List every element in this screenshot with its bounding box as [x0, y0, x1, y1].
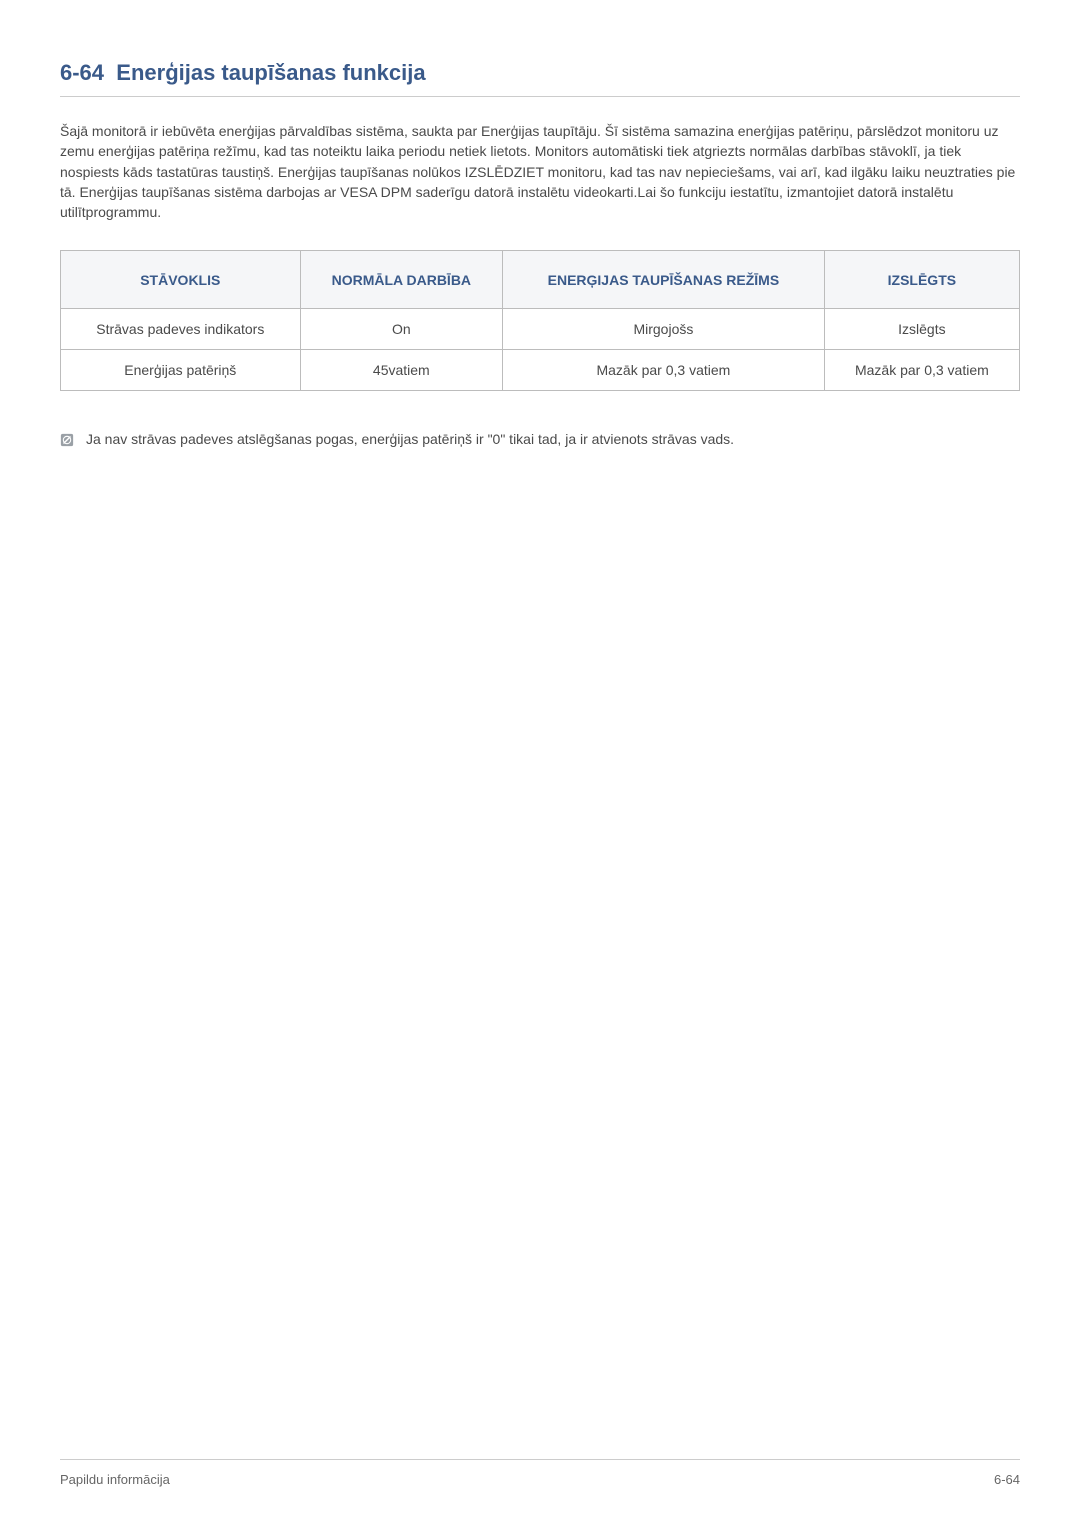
table-header-row: STĀVOKLIS NORMĀLA DARBĪBA ENERĢIJAS TAUP… [61, 251, 1020, 309]
intro-paragraph: Šajā monitorā ir iebūvēta enerģijas pārv… [60, 121, 1020, 222]
note-icon [60, 433, 74, 447]
table-header: NORMĀLA DARBĪBA [300, 251, 503, 309]
page-content: 6-64 Enerģijas taupīšanas funkcija Šajā … [0, 0, 1080, 447]
section-number: 6-64 [60, 60, 104, 85]
table-header: IZSLĒGTS [824, 251, 1019, 309]
footer-left: Papildu informācija [60, 1472, 170, 1487]
table-cell: 45vatiem [300, 350, 503, 391]
table-row: Enerģijas patēriņš 45vatiem Mazāk par 0,… [61, 350, 1020, 391]
section-heading: 6-64 Enerģijas taupīšanas funkcija [60, 60, 1020, 86]
heading-rule: 6-64 Enerģijas taupīšanas funkcija [60, 60, 1020, 97]
table-row: Strāvas padeves indikators On Mirgojošs … [61, 309, 1020, 350]
table-cell: Mazāk par 0,3 vatiem [503, 350, 825, 391]
table-header: ENERĢIJAS TAUPĪŠANAS REŽĪMS [503, 251, 825, 309]
footer-right: 6-64 [994, 1472, 1020, 1487]
note: Ja nav strāvas padeves atslēgšanas pogas… [60, 431, 1020, 447]
power-state-table: STĀVOKLIS NORMĀLA DARBĪBA ENERĢIJAS TAUP… [60, 250, 1020, 391]
table-cell: Izslēgts [824, 309, 1019, 350]
table-header: STĀVOKLIS [61, 251, 301, 309]
page-footer: Papildu informācija 6-64 [60, 1459, 1020, 1487]
table-cell: Mirgojošs [503, 309, 825, 350]
section-title: Enerģijas taupīšanas funkcija [116, 60, 425, 85]
note-text: Ja nav strāvas padeves atslēgšanas pogas… [86, 431, 734, 447]
table-cell: Mazāk par 0,3 vatiem [824, 350, 1019, 391]
table-cell: On [300, 309, 503, 350]
table-cell: Strāvas padeves indikators [61, 309, 301, 350]
table-cell: Enerģijas patēriņš [61, 350, 301, 391]
